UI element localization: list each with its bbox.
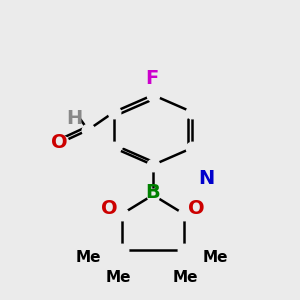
Text: Me: Me [202, 250, 228, 266]
Text: N: N [198, 169, 214, 188]
Text: O: O [188, 199, 205, 218]
Text: Me: Me [105, 271, 131, 286]
Text: H: H [66, 109, 82, 128]
Text: B: B [146, 184, 160, 202]
Text: Me: Me [75, 250, 101, 266]
Text: F: F [146, 69, 159, 88]
Text: Me: Me [172, 271, 198, 286]
Text: O: O [101, 199, 118, 218]
Text: O: O [51, 134, 68, 152]
